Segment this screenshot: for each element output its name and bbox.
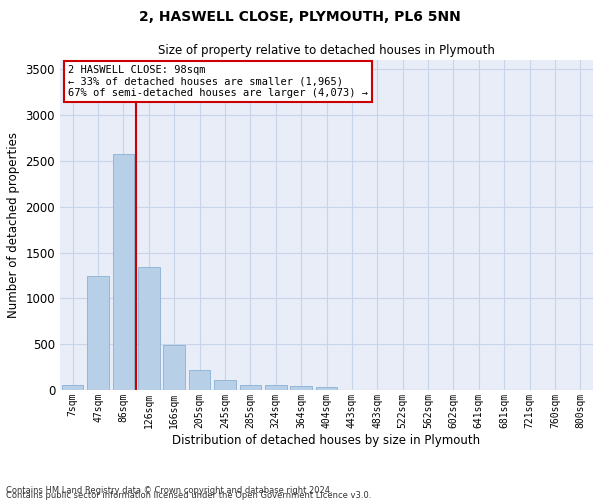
Bar [265, 386, 287, 390]
Text: 2, HASWELL CLOSE, PLYMOUTH, PL6 5NN: 2, HASWELL CLOSE, PLYMOUTH, PL6 5NN [139, 10, 461, 24]
Text: 2 HASWELL CLOSE: 98sqm
← 33% of detached houses are smaller (1,965)
67% of semi-: 2 HASWELL CLOSE: 98sqm ← 33% of detached… [68, 65, 368, 98]
Title: Size of property relative to detached houses in Plymouth: Size of property relative to detached ho… [158, 44, 495, 58]
Bar [214, 380, 236, 390]
Bar [62, 386, 83, 390]
Bar [239, 385, 261, 390]
Bar [316, 387, 337, 390]
Bar [163, 345, 185, 390]
X-axis label: Distribution of detached houses by size in Plymouth: Distribution of detached houses by size … [172, 434, 481, 446]
Bar [138, 267, 160, 390]
Bar [113, 154, 134, 390]
Bar [189, 370, 211, 390]
Bar [87, 276, 109, 390]
Bar [290, 386, 312, 390]
Text: Contains public sector information licensed under the Open Government Licence v3: Contains public sector information licen… [6, 490, 371, 500]
Text: Contains HM Land Registry data © Crown copyright and database right 2024.: Contains HM Land Registry data © Crown c… [6, 486, 332, 495]
Y-axis label: Number of detached properties: Number of detached properties [7, 132, 20, 318]
